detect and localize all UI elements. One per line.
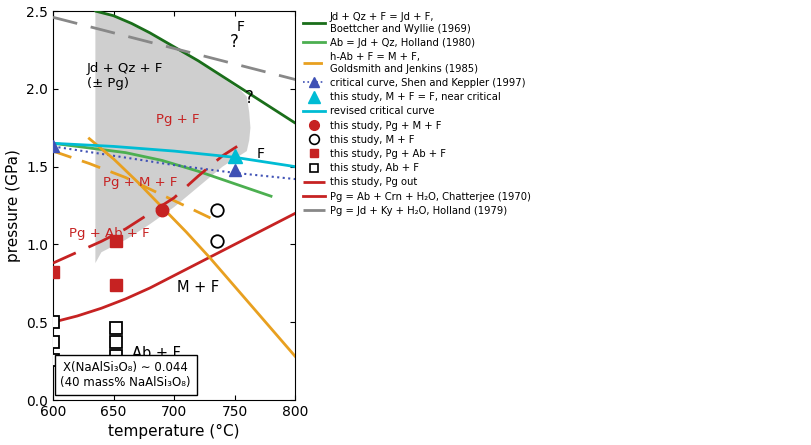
Text: F: F [237, 20, 244, 34]
Legend: Jd + Qz + F = Jd + F,
Boettcher and Wyllie (1969), Ab = Jd + Qz, Holland (1980),: Jd + Qz + F = Jd + F, Boettcher and Wyll… [303, 12, 530, 216]
Text: Jd + Qz + F
(± Pg): Jd + Qz + F (± Pg) [87, 62, 163, 90]
Text: Pg + M + F: Pg + M + F [103, 176, 177, 189]
X-axis label: temperature (°C): temperature (°C) [108, 425, 239, 440]
Text: ?: ? [230, 33, 238, 51]
Text: Pg + Ab + F: Pg + Ab + F [69, 227, 149, 240]
Text: M + F: M + F [177, 280, 219, 295]
Text: ?: ? [244, 89, 253, 107]
Text: X(NaAlSi₃O₈) ∼ 0.044
(40 mass% NaAlSi₃O₈): X(NaAlSi₃O₈) ∼ 0.044 (40 mass% NaAlSi₃O₈… [60, 361, 191, 389]
Text: Pg + F: Pg + F [156, 113, 200, 126]
Polygon shape [95, 11, 250, 263]
Text: Ab + F: Ab + F [131, 346, 180, 361]
Y-axis label: pressure (GPa): pressure (GPa) [6, 149, 20, 262]
Text: F: F [256, 147, 264, 161]
